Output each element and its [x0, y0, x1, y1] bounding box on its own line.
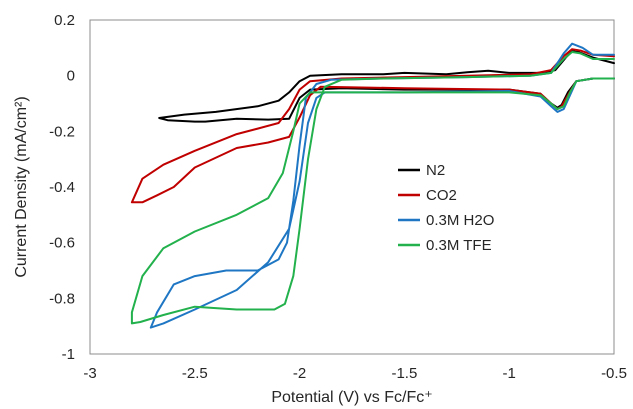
- series-line-3: [149, 42, 615, 329]
- y-tick-label: -1: [62, 346, 75, 363]
- y-tick-label: -0.6: [49, 235, 75, 252]
- y-axis-title: Current Density (mA/cm²): [13, 96, 30, 277]
- plot-area-frame: [89, 19, 615, 355]
- legend-label: CO2: [426, 187, 457, 204]
- x-tick-label: -0.5: [601, 365, 627, 382]
- x-tick-label: -2: [293, 365, 306, 382]
- y-tick-label: -0.2: [49, 123, 75, 140]
- y-tick-label: -0.8: [49, 290, 75, 307]
- x-tick-label: -1: [503, 365, 516, 382]
- legend: N2 CO2 0.3M H2O 0.3M TFE: [398, 162, 494, 254]
- series-line-2: [130, 48, 615, 204]
- x-tick-labels: -3 -2.5 -2 -1.5 -1 -0.5: [83, 365, 627, 382]
- x-tick-label: -3: [83, 365, 96, 382]
- y-tick-label: 0: [67, 68, 75, 85]
- x-axis-title: Potential (V) vs Fc/Fc⁺: [271, 389, 432, 406]
- legend-label: N2: [426, 162, 445, 179]
- series-line-4: [130, 51, 615, 325]
- y-tick-labels: 0.2 0 -0.2 -0.4 -0.6 -0.8 -1: [49, 12, 75, 363]
- y-tick-label: -0.4: [49, 179, 75, 196]
- x-tick-label: -2.5: [182, 365, 208, 382]
- x-tick-label: -1.5: [391, 365, 417, 382]
- series-line-1: [158, 50, 615, 123]
- legend-label: 0.3M TFE: [426, 237, 492, 254]
- series-layer: [130, 42, 615, 329]
- y-tick-label: 0.2: [54, 12, 75, 29]
- legend-label: 0.3M H2O: [426, 212, 494, 229]
